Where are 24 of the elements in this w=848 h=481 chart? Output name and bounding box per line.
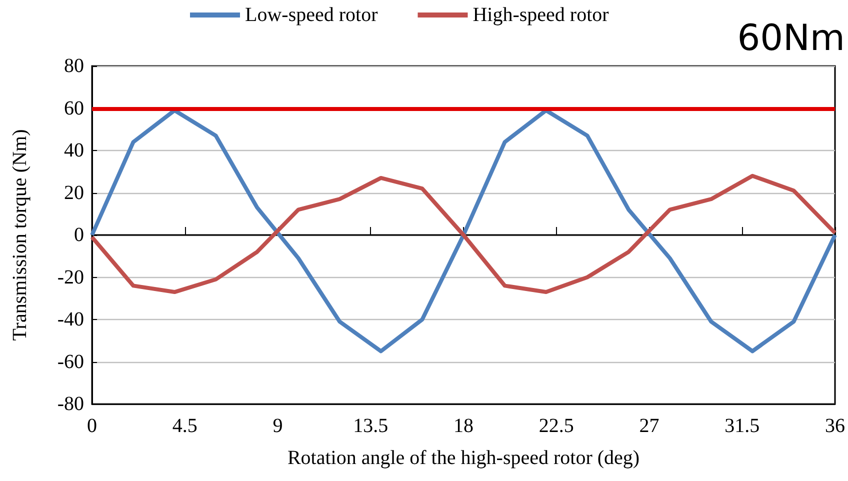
x-tick-label: 13.5 — [353, 415, 388, 437]
x-tick-label: 31.5 — [724, 415, 760, 437]
x-tick-label: 9 — [272, 415, 283, 437]
legend-label: High-speed rotor — [472, 4, 610, 26]
x-axis-title: Rotation angle of the high-speed rotor (deg) — [287, 447, 640, 469]
line-series — [90, 174, 837, 294]
x-tick-label: 22.5 — [538, 415, 574, 437]
x-tick-label: 36 — [825, 415, 845, 437]
x-tick-label: 18 — [454, 415, 474, 437]
x-tick-label: 4.5 — [172, 415, 198, 437]
x-tick-label: 27 — [639, 415, 660, 437]
line-series — [90, 108, 837, 354]
y-tick-label: -60 — [57, 350, 84, 373]
y-tick-label: 80 — [64, 55, 84, 77]
y-tick-label: -20 — [57, 266, 84, 288]
y-tick-label: 40 — [64, 140, 84, 162]
y-tick-label: 60 — [64, 97, 84, 120]
y-tick-label: 20 — [64, 182, 84, 204]
y-axis-title: Transmission torque (Nm) — [9, 129, 31, 341]
ref-line-label: 60Nm — [737, 18, 845, 59]
legend-label: Low-speed rotor — [245, 4, 378, 26]
y-tick-label: -40 — [57, 308, 84, 330]
y-tick-label: -80 — [57, 393, 84, 415]
y-tick-label: 0 — [74, 224, 84, 246]
